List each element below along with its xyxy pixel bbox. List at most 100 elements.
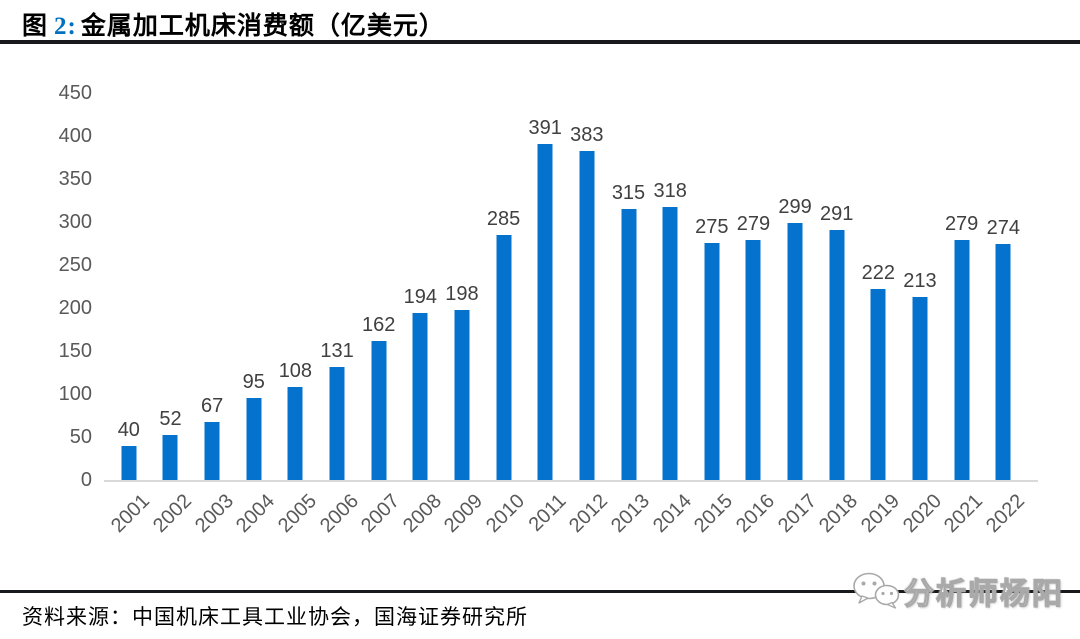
x-axis-category-label: 2018	[815, 490, 863, 538]
bar	[371, 341, 387, 480]
x-axis-category-label: 2004	[232, 490, 280, 538]
bar-slot: 383 2012	[565, 93, 612, 537]
bar-value-label: 213	[903, 270, 937, 292]
y-axis-tick-label: 200	[58, 297, 92, 319]
bar-value-label: 131	[320, 340, 354, 362]
x-axis-category-label: 2020	[898, 490, 946, 538]
x-axis-category-label: 2014	[648, 490, 696, 538]
figure-number: 2:	[54, 13, 77, 40]
y-axis-tick-label: 250	[58, 254, 92, 276]
bar-slot: 291 2018	[815, 93, 862, 537]
bar	[329, 367, 345, 480]
x-axis-category-label: 2017	[773, 490, 821, 538]
bar-value-label: 198	[445, 283, 479, 305]
bar-slot: 391 2011	[524, 93, 571, 536]
x-axis-category-label: 2016	[731, 490, 779, 538]
y-axis-tick-label: 450	[58, 82, 92, 104]
watermark-text: 分析师杨阳	[903, 577, 1064, 611]
bar	[204, 422, 220, 480]
bar-value-label: 279	[736, 213, 771, 235]
bar	[496, 235, 512, 480]
analyst-watermark: 分析师杨阳	[852, 569, 1064, 613]
bar	[537, 144, 553, 480]
bar-value-label: 318	[653, 180, 687, 202]
bar-value-label: 95	[242, 371, 265, 393]
bar-value-label: 299	[778, 196, 812, 218]
bar-value-label: 222	[861, 262, 896, 284]
bar	[246, 398, 262, 480]
x-axis-category-label: 2019	[856, 490, 904, 538]
bar-value-label: 52	[159, 408, 182, 430]
bar	[287, 387, 303, 480]
x-axis-category-label: 2015	[690, 490, 738, 538]
bar-slot: 108 2005	[274, 93, 321, 537]
bar-slot: 40 2001	[107, 93, 154, 537]
bar	[121, 446, 137, 480]
bar-slot: 213 2020	[899, 93, 946, 537]
source-note: 资料来源：中国机床工具工业协会，国海证券研究所	[22, 605, 528, 629]
bar-slot: 222 2019	[857, 93, 904, 537]
x-axis-category-label: 2008	[398, 490, 446, 538]
figure-label-prefix: 图	[22, 13, 49, 40]
x-axis-baseline	[104, 480, 1038, 482]
bar	[745, 240, 761, 480]
bar-value-label: 67	[200, 395, 224, 417]
x-axis-category-label: 2011	[524, 490, 571, 536]
y-axis-tick-label: 400	[58, 125, 92, 147]
bar	[162, 435, 178, 480]
bar-value-label: 315	[611, 182, 646, 204]
bar	[621, 209, 636, 480]
x-axis-category-label: 2002	[149, 490, 197, 538]
x-axis-category-label: 2005	[273, 490, 321, 538]
y-axis-tick-label: 0	[80, 469, 92, 491]
x-axis-category-label: 2021	[940, 490, 988, 538]
bar-slot: 52 2002	[149, 93, 196, 537]
bar	[870, 289, 886, 480]
bar	[829, 230, 845, 480]
bar-value-label: 383	[570, 124, 604, 146]
bar-value-label: 108	[278, 360, 313, 382]
bar-value-label: 279	[944, 213, 979, 235]
x-axis-category-label: 2010	[482, 490, 530, 538]
x-axis-category-label: 2022	[981, 490, 1029, 538]
bar	[454, 310, 470, 480]
bar-value-label: 291	[820, 203, 854, 225]
bar-slot: 275 2015	[690, 93, 737, 537]
bar-slot: 299 2017	[774, 93, 821, 537]
bar	[704, 243, 720, 480]
bar	[995, 244, 1011, 480]
bar-value-label: 162	[361, 314, 396, 336]
bar-slot: 162 2007	[357, 93, 404, 537]
bar-slot: 318 2014	[649, 93, 696, 537]
bar-slot: 279 2021	[940, 93, 987, 537]
x-axis-category-label: 2009	[440, 490, 488, 538]
bar-value-label: 391	[528, 117, 562, 139]
y-axis-tick-label: 100	[58, 383, 92, 405]
bar-value-label: 285	[486, 208, 521, 230]
bar	[412, 313, 428, 480]
bar-slot: 274 2022	[982, 93, 1029, 537]
bar-slot: 95 2004	[232, 93, 279, 537]
bar	[662, 207, 678, 480]
bar	[579, 151, 595, 480]
bar-value-label: 275	[695, 216, 729, 238]
title-divider	[0, 40, 1080, 44]
figure-title: 图 2: 金属加工机床消费额（亿美元）	[22, 6, 445, 42]
y-axis-tick-label: 150	[58, 340, 92, 362]
bar-value-label: 40	[117, 419, 140, 441]
wechat-icon	[853, 572, 900, 609]
bar	[912, 297, 928, 480]
bar-slot: 315 2013	[607, 93, 654, 537]
bar-slot: 198 2009	[440, 93, 487, 537]
bar-slot: 194 2008	[399, 93, 446, 537]
footer-divider	[0, 590, 1080, 593]
y-axis-tick-label: 350	[58, 168, 92, 190]
figure-title-text: 金属加工机床消费额（亿美元）	[80, 13, 445, 40]
x-axis-category-label: 2001	[107, 490, 155, 538]
x-axis-category-label: 2007	[357, 490, 405, 538]
y-axis-tick-label: 300	[58, 211, 92, 233]
bar	[787, 223, 803, 480]
bar-slot: 67 2003	[191, 93, 238, 537]
bar	[954, 240, 970, 480]
